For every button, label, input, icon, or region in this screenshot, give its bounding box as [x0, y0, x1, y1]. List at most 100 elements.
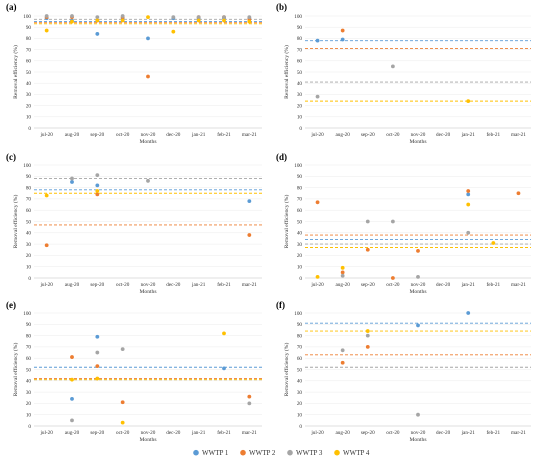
x-tick-label: jul-20	[39, 430, 53, 436]
panel-label: (f)	[276, 300, 285, 310]
data-point	[120, 347, 125, 352]
y-tick-label: 60	[26, 59, 32, 65]
y-tick-label: 70	[26, 47, 32, 53]
x-tick-label: oct-20	[386, 132, 400, 138]
x-tick-label: aug-20	[65, 430, 80, 436]
y-tick-label: 60	[26, 356, 32, 362]
x-tick-label: jul-20	[39, 282, 53, 288]
data-point	[70, 396, 74, 401]
x-tick-label: jul-20	[310, 282, 324, 288]
y-tick-label: 60	[297, 208, 303, 214]
legend-item: WWTP 1	[193, 449, 229, 457]
y-tick-label: 80	[26, 333, 32, 339]
data-point	[146, 15, 150, 20]
y-axis-title: Removal efficiency (%)	[283, 343, 290, 397]
y-tick-label: 50	[297, 70, 303, 76]
x-tick-label: mar-21	[511, 132, 526, 138]
data-point	[315, 94, 320, 99]
y-tick-label: 100	[23, 14, 31, 20]
x-tick-label: jan-21	[461, 132, 476, 138]
y-tick-label: 90	[26, 25, 32, 31]
data-point	[70, 418, 74, 423]
data-point	[390, 64, 395, 69]
x-tick-label: sep-20	[90, 282, 104, 288]
data-point	[95, 32, 100, 36]
y-tick-label: 10	[26, 413, 32, 419]
data-point	[340, 37, 345, 42]
x-tick-label: nov-20	[141, 430, 156, 436]
x-tick-label: dec-20	[436, 282, 451, 288]
x-tick-label: feb-21	[217, 281, 231, 288]
y-axis-title: Removal efficiency (%)	[12, 195, 19, 249]
data-point	[120, 14, 125, 18]
y-tick-label: 40	[26, 231, 32, 237]
chart-panel: (d) 0 10 20 30 40 50 60 70 80 90 100 jul-20 aug-20 sep…	[276, 152, 531, 295]
x-tick-label: mar-21	[242, 282, 257, 288]
x-tick-label: sep-20	[361, 132, 375, 138]
y-axis-title: Removal efficiency (%)	[12, 45, 19, 99]
x-tick-label: jul-20	[39, 132, 53, 138]
chart-panel: (c) 0 10 20 30 40 50 60 70 80 90 100 jul-20 aug-20 sep…	[6, 152, 262, 295]
y-tick-label: 40	[297, 231, 303, 237]
data-point	[365, 345, 370, 349]
y-tick-label: 10	[297, 413, 303, 419]
data-point	[70, 180, 74, 184]
data-point	[416, 323, 420, 328]
y-tick-label: 70	[297, 345, 303, 351]
y-tick-label: 90	[297, 25, 303, 31]
data-point	[466, 311, 471, 315]
y-tick-label: 70	[297, 47, 303, 53]
y-tick-label: 50	[26, 219, 32, 225]
x-tick-label: feb-21	[487, 281, 501, 288]
data-point	[95, 364, 100, 369]
y-tick-label: 80	[26, 36, 32, 42]
data-point	[95, 173, 100, 178]
data-point	[340, 360, 345, 365]
data-point	[416, 274, 420, 279]
y-tick-label: 0	[299, 126, 302, 132]
x-tick-label: sep-20	[361, 282, 375, 288]
x-tick-label: oct-20	[116, 282, 130, 288]
data-point	[95, 15, 100, 20]
panel-label: (e)	[6, 300, 16, 310]
x-tick-label: oct-20	[386, 282, 400, 288]
y-tick-label: 10	[297, 115, 303, 121]
x-tick-label: dec-20	[436, 132, 451, 138]
y-tick-label: 80	[26, 185, 32, 191]
data-point	[365, 333, 370, 338]
data-point	[365, 219, 370, 224]
legend-item: WWTP 2	[240, 449, 276, 457]
data-point	[44, 243, 49, 248]
y-tick-label: 30	[26, 242, 32, 248]
data-point	[365, 329, 370, 333]
legend-marker	[240, 449, 246, 456]
x-tick-label: mar-21	[242, 430, 257, 436]
data-point	[247, 394, 252, 399]
data-point	[416, 412, 420, 417]
panel-label: (d)	[276, 152, 287, 162]
x-tick-label: sep-20	[90, 132, 104, 138]
legend-label: WWTP 1	[202, 449, 229, 457]
x-tick-label: jan-21	[461, 430, 476, 436]
x-tick-label: feb-21	[487, 429, 501, 436]
x-tick-label: feb-21	[487, 131, 501, 138]
data-point	[95, 18, 100, 23]
y-tick-label: 100	[294, 163, 302, 169]
y-tick-label: 30	[297, 242, 303, 248]
data-point	[222, 331, 226, 336]
y-tick-label: 30	[297, 390, 303, 396]
x-tick-label: oct-20	[116, 132, 130, 138]
legend-item: WWTP 3	[287, 449, 323, 457]
y-tick-label: 60	[26, 208, 32, 214]
y-tick-label: 50	[26, 367, 32, 373]
y-axis-title: Removal efficiency (%)	[12, 343, 19, 397]
y-tick-label: 20	[26, 401, 32, 407]
data-point	[247, 233, 252, 237]
data-point	[222, 366, 226, 371]
x-tick-label: jan-21	[191, 430, 206, 436]
legend-marker	[193, 449, 199, 456]
data-point	[315, 38, 320, 43]
y-tick-label: 0	[299, 276, 302, 282]
